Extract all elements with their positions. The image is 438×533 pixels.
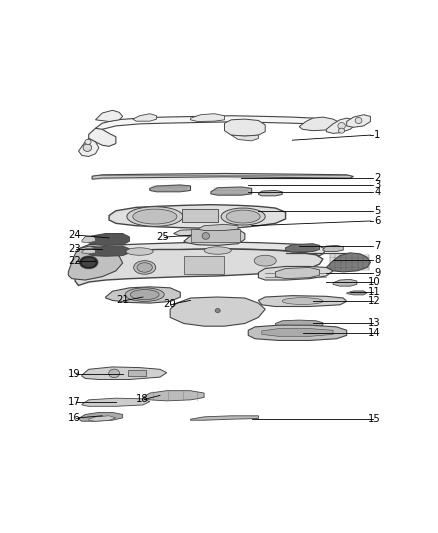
Text: 15: 15 bbox=[368, 414, 381, 424]
Text: 23: 23 bbox=[68, 245, 81, 254]
Text: 12: 12 bbox=[368, 296, 381, 306]
Polygon shape bbox=[346, 291, 367, 295]
Ellipse shape bbox=[215, 309, 220, 313]
Polygon shape bbox=[88, 233, 130, 245]
Ellipse shape bbox=[130, 289, 159, 300]
Text: 13: 13 bbox=[368, 318, 381, 328]
Text: 6: 6 bbox=[374, 216, 381, 226]
Polygon shape bbox=[173, 229, 235, 237]
Polygon shape bbox=[258, 296, 346, 306]
FancyBboxPatch shape bbox=[184, 256, 224, 274]
Ellipse shape bbox=[204, 247, 231, 254]
Polygon shape bbox=[75, 249, 323, 286]
Text: 21: 21 bbox=[116, 295, 129, 305]
Ellipse shape bbox=[339, 128, 345, 133]
Polygon shape bbox=[82, 236, 95, 243]
Ellipse shape bbox=[338, 123, 345, 130]
Text: 25: 25 bbox=[156, 232, 170, 242]
Text: 2: 2 bbox=[374, 173, 381, 182]
Ellipse shape bbox=[137, 263, 152, 272]
Polygon shape bbox=[95, 116, 326, 132]
Text: 1: 1 bbox=[374, 130, 381, 140]
Polygon shape bbox=[286, 244, 320, 252]
Text: 17: 17 bbox=[68, 397, 81, 407]
Polygon shape bbox=[92, 173, 353, 179]
Polygon shape bbox=[68, 246, 123, 280]
Polygon shape bbox=[95, 110, 123, 122]
Polygon shape bbox=[184, 228, 245, 245]
Polygon shape bbox=[82, 398, 150, 406]
Polygon shape bbox=[326, 253, 371, 272]
Polygon shape bbox=[170, 297, 265, 326]
Polygon shape bbox=[191, 416, 258, 420]
Polygon shape bbox=[346, 115, 371, 127]
Polygon shape bbox=[88, 128, 116, 146]
Polygon shape bbox=[323, 245, 343, 252]
FancyBboxPatch shape bbox=[128, 370, 146, 376]
Polygon shape bbox=[82, 367, 167, 379]
Ellipse shape bbox=[221, 208, 265, 225]
Text: 11: 11 bbox=[368, 287, 381, 297]
Ellipse shape bbox=[355, 117, 362, 124]
Polygon shape bbox=[150, 185, 191, 192]
Text: 3: 3 bbox=[374, 180, 381, 190]
Polygon shape bbox=[106, 287, 180, 303]
Polygon shape bbox=[191, 114, 224, 122]
Polygon shape bbox=[82, 248, 95, 254]
Text: 16: 16 bbox=[68, 413, 81, 423]
Polygon shape bbox=[109, 205, 286, 229]
Polygon shape bbox=[78, 242, 326, 256]
FancyBboxPatch shape bbox=[182, 209, 218, 222]
Text: 7: 7 bbox=[374, 241, 381, 252]
Ellipse shape bbox=[254, 255, 276, 266]
Ellipse shape bbox=[133, 209, 177, 224]
Ellipse shape bbox=[109, 369, 120, 377]
Ellipse shape bbox=[134, 261, 156, 274]
Text: 4: 4 bbox=[374, 187, 381, 197]
Text: 24: 24 bbox=[68, 230, 81, 240]
Text: 8: 8 bbox=[374, 255, 381, 265]
Ellipse shape bbox=[125, 288, 164, 302]
Text: 19: 19 bbox=[68, 369, 81, 379]
Ellipse shape bbox=[85, 139, 91, 144]
Ellipse shape bbox=[126, 248, 153, 255]
Text: 20: 20 bbox=[163, 299, 176, 309]
Polygon shape bbox=[224, 119, 265, 136]
Text: 9: 9 bbox=[374, 268, 381, 278]
Polygon shape bbox=[231, 135, 258, 141]
Ellipse shape bbox=[83, 144, 92, 151]
Polygon shape bbox=[248, 325, 346, 341]
Text: 18: 18 bbox=[136, 394, 149, 404]
Polygon shape bbox=[78, 413, 123, 421]
Polygon shape bbox=[78, 139, 99, 157]
Polygon shape bbox=[133, 114, 156, 121]
Text: 22: 22 bbox=[68, 256, 81, 265]
Polygon shape bbox=[197, 224, 238, 230]
Ellipse shape bbox=[202, 232, 209, 239]
Polygon shape bbox=[276, 320, 323, 328]
Ellipse shape bbox=[226, 210, 260, 223]
FancyBboxPatch shape bbox=[191, 229, 240, 242]
Text: 14: 14 bbox=[368, 328, 381, 338]
Polygon shape bbox=[143, 391, 204, 401]
Polygon shape bbox=[88, 246, 130, 256]
Polygon shape bbox=[258, 190, 282, 196]
Ellipse shape bbox=[82, 258, 95, 267]
Polygon shape bbox=[276, 268, 320, 279]
Ellipse shape bbox=[282, 297, 323, 304]
Ellipse shape bbox=[79, 256, 98, 269]
Polygon shape bbox=[258, 266, 333, 280]
Polygon shape bbox=[262, 328, 333, 336]
Text: 10: 10 bbox=[368, 277, 381, 287]
Polygon shape bbox=[333, 279, 357, 286]
Polygon shape bbox=[211, 187, 251, 195]
Ellipse shape bbox=[127, 207, 183, 227]
Text: 5: 5 bbox=[374, 206, 381, 216]
Polygon shape bbox=[88, 416, 116, 421]
Polygon shape bbox=[299, 117, 340, 131]
Polygon shape bbox=[326, 118, 357, 133]
